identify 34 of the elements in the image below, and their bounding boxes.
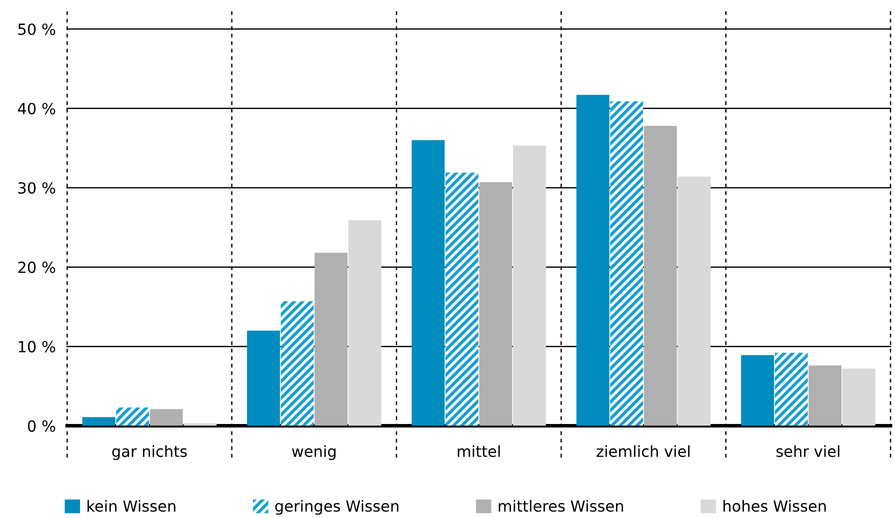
x-tick-label: ziemlich viel: [596, 445, 690, 458]
bar: [644, 126, 677, 426]
bar: [842, 368, 876, 426]
bar: [741, 355, 774, 426]
y-tick-label: 10 %: [18, 340, 56, 352]
y-tick-label: 40 %: [18, 102, 56, 114]
y-tick-label: 0 %: [28, 420, 56, 432]
legend-label: mittleres Wissen: [498, 500, 624, 512]
bar: [412, 140, 445, 426]
bar: [445, 172, 478, 426]
bar: [576, 94, 610, 426]
bar: [116, 408, 150, 426]
y-tick-label: 50 %: [18, 23, 56, 36]
bar: [280, 301, 314, 426]
x-tick-label: wenig: [292, 445, 336, 460]
bar: [348, 220, 382, 426]
bar: [314, 252, 348, 426]
bar: [479, 182, 512, 426]
bar: [774, 352, 808, 426]
y-tick-label: 30 %: [18, 182, 56, 194]
bar: [247, 330, 280, 426]
legend-label: kein Wissen: [88, 500, 176, 512]
bar: [512, 146, 546, 426]
y-tick-label: 20 %: [18, 262, 56, 274]
bar: [808, 365, 842, 426]
bar: [82, 417, 116, 426]
bar: [610, 101, 644, 426]
bar: [678, 176, 711, 426]
x-tick-label: mittel: [458, 445, 500, 458]
x-tick-label: sehr viel: [776, 445, 840, 458]
bar: [150, 409, 183, 426]
legend-label: geringes Wissen: [275, 500, 398, 515]
x-tick-label: gar nichts: [112, 445, 187, 460]
legend-label: hohes Wissen: [723, 500, 826, 512]
